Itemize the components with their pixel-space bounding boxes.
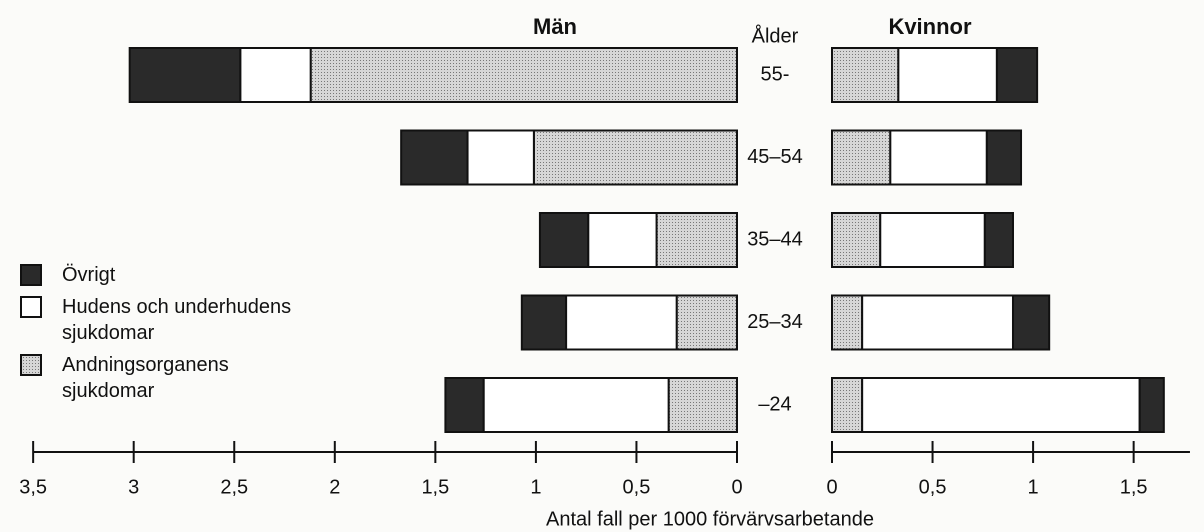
category-label: 55- [761,63,790,85]
bar-segment [466,129,535,186]
bar-segment [565,294,678,351]
bar-segment [520,294,568,351]
category-label: 25–34 [747,311,803,333]
bar-segment [831,212,882,268]
bar-segment [400,129,469,186]
legend-item: Övrigt [20,262,310,288]
bar-segment [538,212,590,268]
panel-title: Kvinnor [888,14,972,39]
legend-swatch [20,264,42,286]
legend-label: Hudens och underhudens sjukdomar [62,296,292,344]
legend: Övrigt Hudens och underhudens sjukdomar An… [20,262,310,410]
panel-title: Män [533,14,577,39]
bar-segment [861,377,1141,433]
bar-segment [831,294,864,351]
category-label: –24 [758,393,791,415]
bar-segment [831,47,900,103]
category-label: 35–44 [747,228,803,250]
legend-label: Andningsorganens sjukdomar [62,354,229,402]
bar-segment [879,212,986,268]
bar-segment [309,47,738,103]
x-tick-label: 1 [530,476,541,498]
bar-segment [995,47,1039,103]
bar-segment [1011,294,1051,351]
bar-segment [239,47,312,103]
bar-segment [889,129,988,186]
bar-segment [675,294,738,351]
x-tick-label: 1 [1028,476,1039,498]
x-tick-label: 2,5 [220,476,248,498]
bar-segment [1138,377,1165,433]
x-tick-label: 1,5 [421,476,449,498]
x-tick-label: 2 [329,476,340,498]
bar-segment [983,212,1014,268]
bar-segment [861,294,1014,351]
bar-segment [831,377,864,433]
category-label: 45–54 [747,146,803,168]
bar-segment [444,377,485,433]
bar-segment [667,377,738,433]
x-tick-label: 0 [826,476,837,498]
bar-segment [897,47,998,103]
legend-item: Hudens och underhudens sjukdomar [20,294,310,346]
legend-label: Övrigt [62,264,116,286]
bar-segment [655,212,738,268]
legend-swatch [20,354,42,376]
bar-segment [587,212,658,268]
category-axis-label: Ålder [752,24,799,47]
bar-segment [831,129,892,186]
legend-item: Andningsorganens sjukdomar [20,352,310,404]
x-tick-label: 3,5 [19,476,47,498]
x-tick-label: 0 [731,476,742,498]
x-tick-label: 1,5 [1120,476,1148,498]
x-axis-label: Antal fall per 1000 förvärvsarbetande [546,508,874,530]
x-tick-label: 3 [128,476,139,498]
bar-segment [482,377,670,433]
x-tick-label: 0,5 [623,476,651,498]
bar-segment [532,129,738,186]
x-tick-label: 0,5 [919,476,947,498]
bar-segment [985,129,1023,186]
legend-swatch [20,296,42,318]
bar-segment [128,47,242,103]
